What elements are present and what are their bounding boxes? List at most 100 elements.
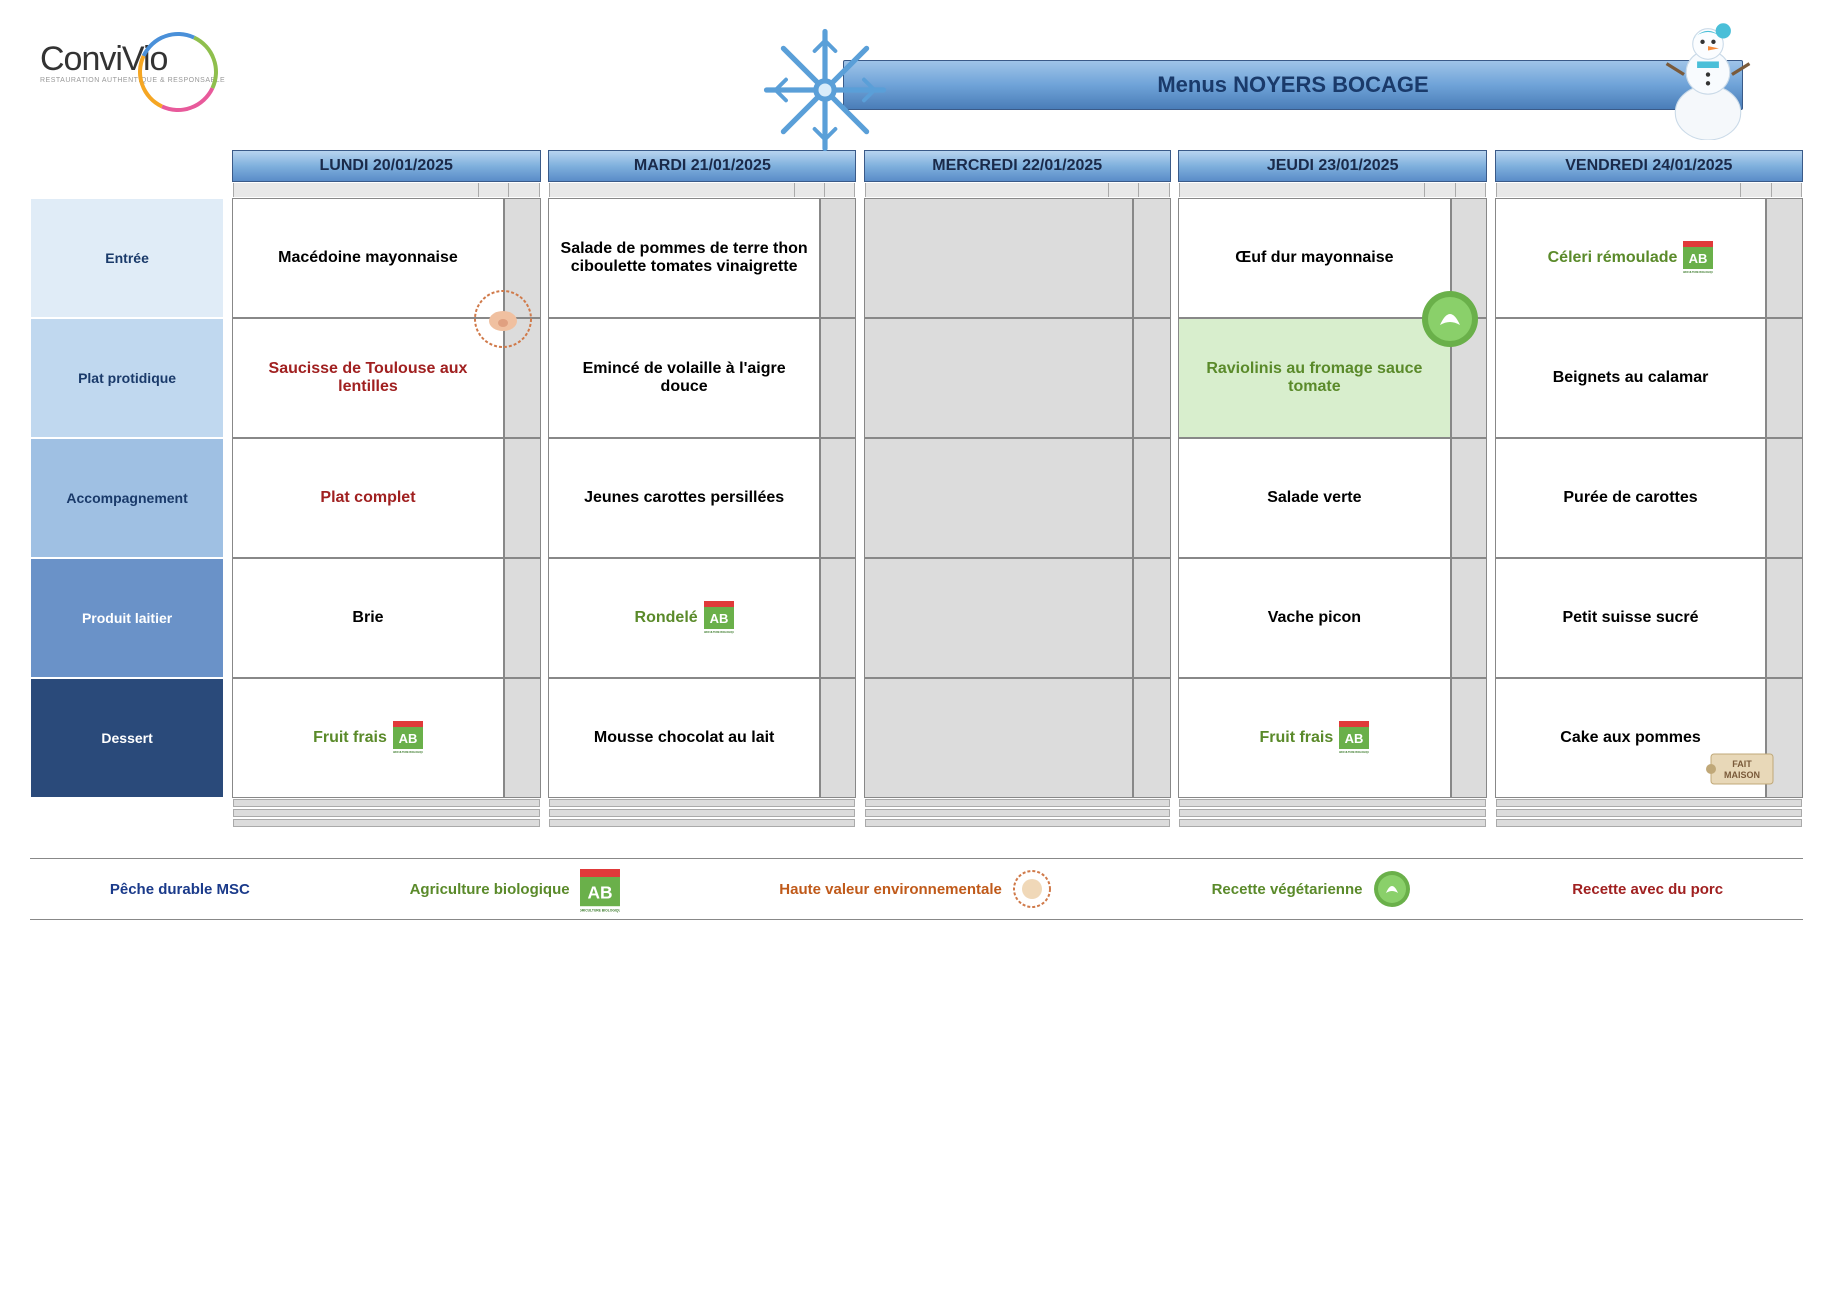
ab-icon: AB AGRICULTURE BIOLOGIQUE	[704, 601, 734, 635]
menu-item-text: Raviolinis au fromage sauce tomate	[1206, 360, 1422, 395]
snowman-icon	[1653, 20, 1763, 140]
cell-end-strip	[504, 558, 541, 678]
footer-strip	[1496, 799, 1802, 807]
svg-text:AB: AB	[1689, 251, 1708, 266]
footer-strip	[865, 799, 1170, 807]
cell-end-strip	[1766, 558, 1803, 678]
menu-cell-accomp-mardi: Jeunes carottes persillées	[548, 438, 820, 558]
menu-item-text: Œuf dur mayonnaise	[1235, 249, 1393, 266]
menu-cell-dessert-vendredi: Cake aux pommes FAIT MAISON	[1495, 678, 1767, 798]
menu-item-text: Fruit frais	[1259, 729, 1333, 746]
legend-hve-label: Haute valeur environnementale	[779, 881, 1002, 898]
cell-end-strip	[1766, 198, 1803, 318]
svg-text:AGRICULTURE BIOLOGIQUE: AGRICULTURE BIOLOGIQUE	[704, 631, 734, 634]
svg-text:AB: AB	[1345, 731, 1364, 746]
menu-item-text: Jeunes carottes persillées	[584, 489, 784, 506]
svg-text:FAIT: FAIT	[1733, 759, 1753, 769]
row-label-plat: Plat protidique	[30, 318, 224, 438]
footer-strip	[549, 799, 855, 807]
menu-table: LUNDI 20/01/2025 MARDI 21/01/2025 MERCRE…	[30, 150, 1803, 828]
ab-icon: AB AGRICULTURE BIOLOGIQUE	[1339, 721, 1369, 755]
cell-end-strip	[1766, 318, 1803, 438]
cell-end-strip	[820, 198, 857, 318]
row-label-dessert: Dessert	[30, 678, 224, 798]
row-label-accomp: Accompagnement	[30, 438, 224, 558]
day-header-vendredi: VENDREDI 24/01/2025	[1495, 150, 1803, 182]
svg-text:AGRICULTURE BIOLOGIQUE: AGRICULTURE BIOLOGIQUE	[393, 751, 423, 754]
menu-cell-accomp-vendredi: Purée de carottes	[1495, 438, 1767, 558]
ab-icon: AB AGRICULTURE BIOLOGIQUE	[393, 721, 423, 755]
title-bar: Menus NOYERS BOCAGE	[843, 60, 1743, 110]
footer-strip	[233, 819, 540, 827]
menu-cell-plat-vendredi: Beignets au calamar	[1495, 318, 1767, 438]
footer-strip	[1179, 809, 1486, 817]
menu-cell-laitier-lundi: Brie	[232, 558, 505, 678]
menu-cell-laitier-jeudi: Vache picon	[1178, 558, 1451, 678]
cell-end-strip	[820, 678, 857, 798]
spacer-band	[549, 183, 855, 197]
legend-bio-label: Agriculture biologique	[410, 881, 570, 898]
menu-cell-entree-vendredi: Céleri rémoulade AB AGRICULTURE BIOLOGIQ…	[1495, 198, 1767, 318]
svg-text:AGRICULTURE BIOLOGIQUE: AGRICULTURE BIOLOGIQUE	[1683, 271, 1713, 274]
menu-item-text: Salade de pommes de terre thon ciboulett…	[561, 240, 808, 275]
cell-end-strip	[504, 678, 541, 798]
menu-cell-plat-lundi: Saucisse de Toulouse aux lentilles	[232, 318, 505, 438]
svg-text:AGRICULTURE BIOLOGIQUE: AGRICULTURE BIOLOGIQUE	[580, 909, 620, 913]
cell-end-strip	[820, 438, 857, 558]
ab-icon: AB AGRICULTURE BIOLOGIQUE	[580, 869, 620, 909]
svg-text:AB: AB	[587, 882, 612, 902]
menu-cell-plat-mercredi	[864, 318, 1133, 438]
svg-text:MAISON: MAISON	[1724, 770, 1760, 780]
footer-strip	[549, 819, 855, 827]
cell-end-strip	[504, 438, 541, 558]
veg-icon	[1420, 289, 1480, 349]
menu-item-text: Mousse chocolat au lait	[594, 729, 774, 746]
cell-end-strip	[1766, 438, 1803, 558]
menu-item-text: Beignets au calamar	[1553, 369, 1709, 386]
legend-porc: Recette avec du porc	[1572, 881, 1723, 898]
menu-cell-laitier-mardi: Rondelé AB AGRICULTURE BIOLOGIQUE	[548, 558, 820, 678]
menu-item-text: Vache picon	[1268, 609, 1361, 626]
menu-item-text: Brie	[352, 609, 383, 626]
legend-msc-label: Pêche durable MSC	[110, 881, 250, 898]
document-header: ConviVio RESTAURATION AUTHENTIQUE & RESP…	[30, 40, 1803, 130]
spacer-band	[865, 183, 1170, 197]
menu-cell-dessert-lundi: Fruit frais AB AGRICULTURE BIOLOGIQUE	[232, 678, 505, 798]
day-header-mercredi: MERCREDI 22/01/2025	[864, 150, 1171, 182]
menu-item-text: Saucisse de Toulouse aux lentilles	[269, 360, 468, 395]
footer-strip	[233, 799, 540, 807]
menu-cell-dessert-jeudi: Fruit frais AB AGRICULTURE BIOLOGIQUE	[1178, 678, 1451, 798]
menu-cell-plat-jeudi: Raviolinis au fromage sauce tomate	[1178, 318, 1451, 438]
menu-cell-laitier-vendredi: Petit suisse sucré	[1495, 558, 1767, 678]
menu-cell-laitier-mercredi	[864, 558, 1133, 678]
cell-end-strip	[1451, 438, 1488, 558]
menu-cell-entree-mercredi	[864, 198, 1133, 318]
footer-strip	[549, 809, 855, 817]
menu-item-text: Petit suisse sucré	[1562, 609, 1698, 626]
svg-text:AB: AB	[398, 731, 417, 746]
hve-icon	[1012, 869, 1052, 909]
day-header-lundi: LUNDI 20/01/2025	[232, 150, 541, 182]
legend-hve: Haute valeur environnementale	[779, 869, 1052, 909]
menu-cell-plat-mardi: Emincé de volaille à l'aigre douce	[548, 318, 820, 438]
legend-veg: Recette végétarienne	[1212, 869, 1413, 909]
footer-strip	[1179, 819, 1486, 827]
legend-bar: Pêche durable MSC Agriculture biologique…	[30, 858, 1803, 920]
day-header-jeudi: JEUDI 23/01/2025	[1178, 150, 1487, 182]
row-label-entree: Entrée	[30, 198, 224, 318]
cell-end-strip	[820, 318, 857, 438]
menu-item-text: Emincé de volaille à l'aigre douce	[583, 360, 786, 395]
footer-strip	[1179, 799, 1486, 807]
spacer-band	[1179, 183, 1486, 197]
cell-end-strip	[1133, 438, 1170, 558]
cell-end-strip	[1133, 678, 1170, 798]
footer-strip	[233, 809, 540, 817]
svg-text:AGRICULTURE BIOLOGIQUE: AGRICULTURE BIOLOGIQUE	[1339, 751, 1369, 754]
row-label-laitier: Produit laitier	[30, 558, 224, 678]
footer-strip	[865, 809, 1170, 817]
menu-item-text: Cake aux pommes	[1560, 729, 1701, 746]
menu-cell-dessert-mardi: Mousse chocolat au lait	[548, 678, 820, 798]
veg-icon	[1372, 869, 1412, 909]
legend-msc: Pêche durable MSC	[110, 881, 250, 898]
cell-end-strip	[820, 558, 857, 678]
